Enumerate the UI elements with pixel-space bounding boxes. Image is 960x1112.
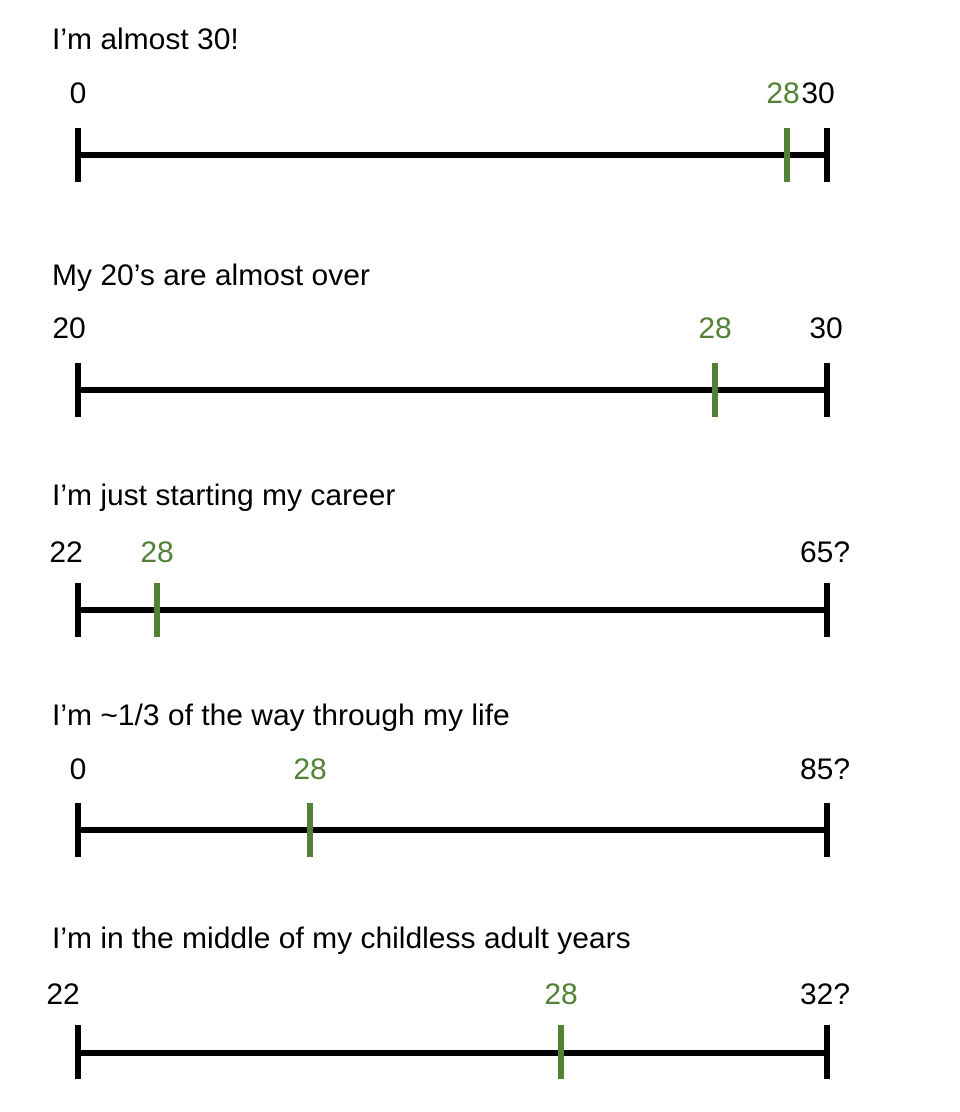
timeline-title: I’m just starting my career (52, 479, 396, 512)
end-tick (824, 363, 830, 417)
start-value-label: 20 (52, 312, 86, 345)
start-tick (75, 1025, 81, 1079)
timeline-title: My 20’s are almost over (52, 259, 370, 292)
end-value-label: 30 (801, 77, 835, 110)
timeline-title: I’m ~1/3 of the way through my life (52, 699, 510, 732)
end-tick (824, 1025, 830, 1079)
marker-tick (712, 363, 718, 417)
end-value-label: 30 (809, 312, 843, 345)
start-tick (75, 363, 81, 417)
marker-value-label: 28 (698, 312, 732, 345)
timeline-track (75, 152, 829, 158)
timeline-title: I’m almost 30! (52, 23, 239, 56)
start-value-label: 22 (49, 536, 83, 569)
end-tick (824, 803, 830, 857)
end-value-label: 85? (799, 753, 851, 786)
end-tick (824, 128, 830, 182)
timeline-track (75, 1050, 829, 1056)
start-value-label: 22 (46, 978, 80, 1011)
timeline-title: I’m in the middle of my childless adult … (52, 922, 631, 955)
marker-tick (784, 128, 790, 182)
end-value-label: 32? (799, 978, 851, 1011)
marker-tick (558, 1025, 564, 1079)
marker-tick (154, 583, 160, 637)
start-value-label: 0 (69, 753, 87, 786)
marker-value-label: 28 (766, 77, 800, 110)
start-tick (75, 803, 81, 857)
end-tick (824, 583, 830, 637)
timeline-track (75, 827, 829, 833)
start-tick (75, 583, 81, 637)
timeline-track (75, 387, 829, 393)
start-tick (75, 128, 81, 182)
marker-value-label: 28 (293, 753, 327, 786)
timeline-track (75, 607, 829, 613)
end-value-label: 65? (799, 536, 851, 569)
marker-tick (307, 803, 313, 857)
marker-value-label: 28 (140, 536, 174, 569)
marker-value-label: 28 (544, 978, 578, 1011)
start-value-label: 0 (69, 77, 87, 110)
